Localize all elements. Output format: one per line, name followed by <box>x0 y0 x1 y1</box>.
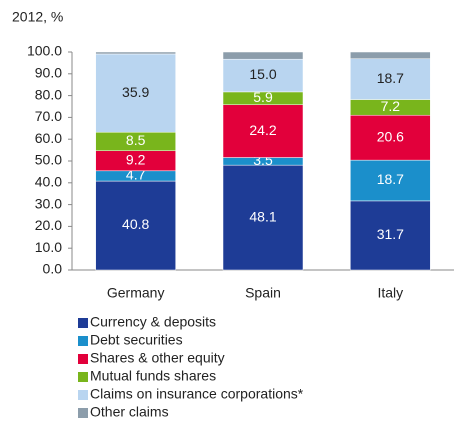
value-label: 40.8 <box>122 216 149 232</box>
legend-swatch <box>78 372 88 382</box>
bar-segment <box>222 58 304 93</box>
value-label: 8.5 <box>126 132 146 148</box>
legend-swatch <box>78 390 88 400</box>
y-tick-label: 100.0 <box>27 43 62 59</box>
bar-segment <box>350 114 431 161</box>
value-label: 18.7 <box>377 70 404 86</box>
y-tick-label: 0.0 <box>43 261 63 277</box>
bar-segment <box>222 104 304 158</box>
x-tick-label: Germany <box>107 285 165 301</box>
legend-swatch <box>78 318 88 328</box>
bar-segment <box>95 51 176 55</box>
legend-label: Other claims <box>90 404 169 420</box>
y-tick-label: 30.0 <box>35 195 62 211</box>
bar-segment <box>350 51 431 60</box>
legend-swatch <box>78 408 88 418</box>
value-label: 18.7 <box>377 171 404 187</box>
value-label: 48.1 <box>249 208 276 224</box>
y-tick-label: 80.0 <box>35 86 62 102</box>
legend-label: Mutual funds shares <box>90 368 216 384</box>
value-label: 31.7 <box>377 226 404 242</box>
y-tick-label: 40.0 <box>35 174 62 190</box>
legend-swatch <box>78 336 88 346</box>
y-tick-label: 10.0 <box>35 239 62 255</box>
bar-segment <box>222 51 304 60</box>
value-label: 15.0 <box>249 66 276 82</box>
bar-segment <box>95 180 176 271</box>
y-tick-label: 50.0 <box>35 152 62 168</box>
value-label: 24.2 <box>249 122 276 138</box>
chart-subtitle: 2012, % <box>12 9 63 25</box>
legend-label: Currency & deposits <box>90 314 216 330</box>
legend-label: Shares & other equity <box>90 350 225 366</box>
y-tick-label: 60.0 <box>35 130 62 146</box>
bar-segment <box>350 58 431 100</box>
y-tick-label: 90.0 <box>35 65 62 81</box>
legend-label: Claims on insurance corporations* <box>90 386 304 402</box>
x-tick-label: Spain <box>245 285 281 301</box>
legend-label: Debt securities <box>90 332 183 348</box>
y-tick-label: 20.0 <box>35 217 62 233</box>
y-tick-label: 70.0 <box>35 108 62 124</box>
value-label: 7.2 <box>381 98 401 114</box>
value-label: 5.9 <box>253 89 273 105</box>
value-label: 20.6 <box>377 128 404 144</box>
legend-swatch <box>78 354 88 364</box>
bar-segment <box>222 164 304 271</box>
value-label: 9.2 <box>126 151 146 167</box>
x-tick-label: Italy <box>377 285 403 301</box>
bar-segment <box>350 200 431 271</box>
value-label: 35.9 <box>122 84 149 100</box>
